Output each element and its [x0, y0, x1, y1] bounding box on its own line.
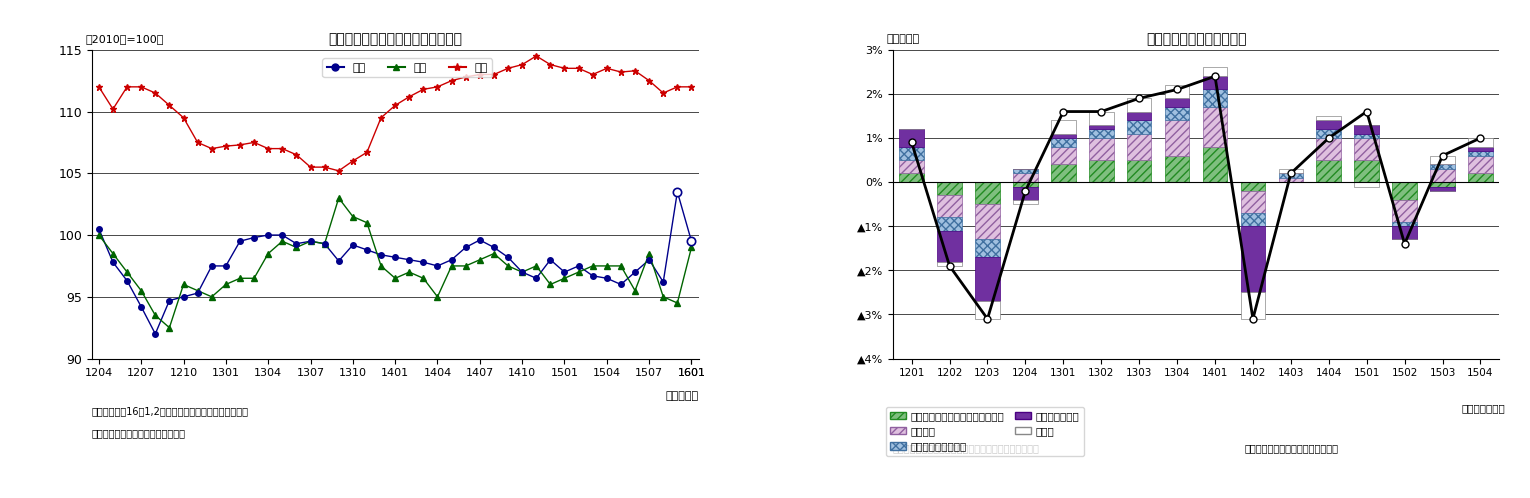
Bar: [1203, 147, 1227, 182]
Text: （前期比）: （前期比）: [886, 34, 920, 44]
Bar: [975, 204, 999, 240]
Bar: [1089, 160, 1114, 182]
Bar: [1203, 90, 1227, 107]
Bar: [1241, 292, 1265, 319]
Bar: [1354, 138, 1379, 160]
Text: （資料）経済産業省「鉱工業指数」: （資料）経済産業省「鉱工業指数」: [1244, 443, 1339, 453]
Text: （注）その他電気機械は電気機械、情報通信機械を合成: （注）その他電気機械は電気機械、情報通信機械を合成: [892, 443, 1039, 453]
Bar: [1392, 200, 1417, 222]
Bar: [1279, 173, 1304, 178]
Bar: [1164, 121, 1189, 156]
Bar: [1279, 169, 1304, 173]
Bar: [938, 231, 962, 261]
Title: 鉱工業生産の業種別寄与度: 鉱工業生産の業種別寄与度: [1146, 32, 1247, 46]
Bar: [1126, 121, 1152, 133]
Bar: [1279, 178, 1304, 182]
Bar: [1431, 156, 1455, 164]
Bar: [1013, 169, 1037, 173]
Bar: [1089, 125, 1114, 129]
Bar: [1203, 67, 1227, 76]
Bar: [1051, 147, 1076, 164]
Text: （2010年=100）: （2010年=100）: [86, 34, 164, 44]
Bar: [900, 147, 924, 160]
Bar: [1013, 173, 1037, 182]
Bar: [938, 182, 962, 195]
Bar: [900, 173, 924, 182]
Legend: 生産, 出荷, 在庫: 生産, 出荷, 在庫: [323, 58, 493, 77]
Bar: [1051, 164, 1076, 182]
Bar: [1392, 182, 1417, 200]
Bar: [1316, 160, 1342, 182]
Bar: [1089, 129, 1114, 138]
Bar: [1126, 98, 1152, 112]
Bar: [1241, 226, 1265, 292]
Text: （年・月）: （年・月）: [666, 391, 699, 401]
Bar: [1051, 133, 1076, 138]
Bar: [975, 257, 999, 301]
Bar: [1316, 138, 1342, 160]
Bar: [1241, 182, 1265, 191]
Text: （年・四半期）: （年・四半期）: [1461, 403, 1506, 413]
Bar: [1013, 187, 1037, 200]
Bar: [1316, 116, 1342, 121]
Text: （資料）経済産業省「鉱工業指数」: （資料）経済産業省「鉱工業指数」: [92, 428, 185, 438]
Bar: [1051, 138, 1076, 147]
Bar: [975, 240, 999, 257]
Bar: [1013, 182, 1037, 187]
Bar: [900, 160, 924, 173]
Text: （注）生産の16年1,2月は製造工業生産予測指数で延長: （注）生産の16年1,2月は製造工業生産予測指数で延長: [92, 406, 249, 416]
Bar: [1164, 156, 1189, 182]
Bar: [1354, 182, 1379, 187]
Bar: [1392, 222, 1417, 226]
Legend: はん用・生産用・業務用機械工業, 輸送機械, 電子部品・デバイス, その他電気機械, その他: はん用・生産用・業務用機械工業, 輸送機械, 電子部品・デバイス, その他電気機…: [886, 407, 1083, 456]
Bar: [1431, 182, 1455, 187]
Bar: [1126, 160, 1152, 182]
Bar: [1469, 173, 1493, 182]
Bar: [938, 261, 962, 266]
Bar: [938, 195, 962, 218]
Bar: [1316, 121, 1342, 129]
Bar: [1316, 129, 1342, 138]
Bar: [1241, 191, 1265, 213]
Bar: [938, 218, 962, 231]
Bar: [1354, 133, 1379, 138]
Bar: [1089, 112, 1114, 125]
Bar: [1203, 76, 1227, 90]
Bar: [1469, 151, 1493, 156]
Bar: [975, 182, 999, 204]
Bar: [1354, 160, 1379, 182]
Bar: [1469, 147, 1493, 151]
Bar: [1469, 138, 1493, 147]
Bar: [1164, 85, 1189, 98]
Bar: [1126, 112, 1152, 121]
Bar: [1164, 98, 1189, 107]
Bar: [1013, 200, 1037, 204]
Bar: [1203, 107, 1227, 147]
Title: 鉱工業生産・出荷・在庫指数の推移: 鉱工業生産・出荷・在庫指数の推移: [327, 32, 462, 46]
Bar: [975, 301, 999, 319]
Bar: [1164, 107, 1189, 121]
Bar: [1051, 121, 1076, 133]
Bar: [1431, 187, 1455, 191]
Bar: [1089, 138, 1114, 160]
Bar: [1241, 213, 1265, 226]
Bar: [1392, 226, 1417, 240]
Bar: [1431, 164, 1455, 169]
Bar: [1126, 133, 1152, 160]
Bar: [1354, 125, 1379, 133]
Bar: [900, 129, 924, 147]
Bar: [1469, 156, 1493, 173]
Bar: [1431, 169, 1455, 182]
